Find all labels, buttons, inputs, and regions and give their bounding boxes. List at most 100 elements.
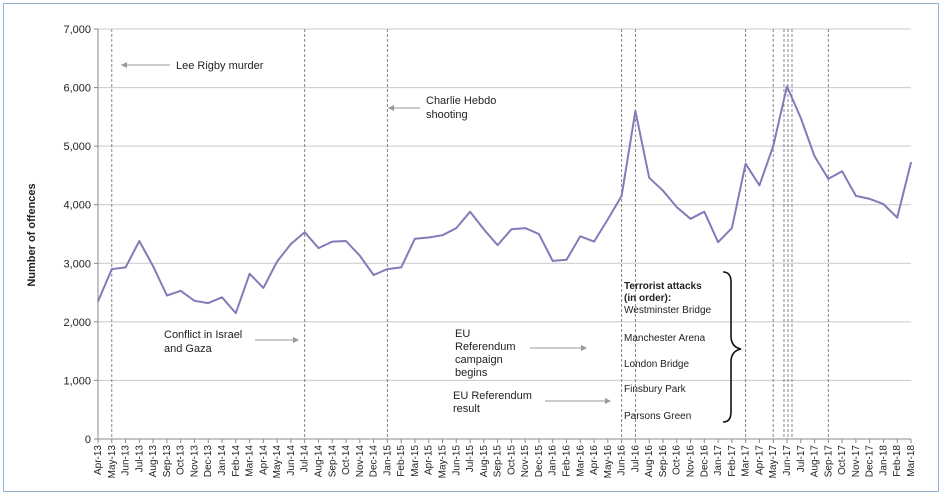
data-point-Jul-16 bbox=[634, 110, 637, 112]
attack-finsbury-park: Finsbury Park bbox=[624, 384, 687, 395]
x-tick-label-Nov-13: Nov-13 bbox=[189, 445, 200, 478]
data-point-Jan-18 bbox=[882, 203, 885, 205]
x-tick-label-Jan-17: Jan-17 bbox=[713, 445, 724, 476]
data-point-Sep-17 bbox=[827, 178, 830, 180]
campaign-arrowhead bbox=[581, 345, 587, 351]
data-point-Oct-16 bbox=[675, 206, 678, 208]
data-point-Mar-17 bbox=[744, 162, 747, 165]
x-tick-label-Jul-16: Jul-16 bbox=[630, 445, 641, 473]
x-tick-label-Jul-15: Jul-15 bbox=[465, 445, 476, 473]
y-tick-label-5000: 5,000 bbox=[63, 141, 91, 153]
hebdo-label-line1: Charlie Hebdo bbox=[426, 95, 496, 107]
attacks-title-line1: Terrorist attacks bbox=[624, 281, 702, 292]
campaign-label-line3: campaign bbox=[455, 354, 503, 366]
data-point-Feb-16 bbox=[565, 258, 568, 261]
gridlines bbox=[98, 28, 911, 440]
x-tick-label-Sep-15: Sep-15 bbox=[493, 445, 504, 478]
data-point-Jul-15 bbox=[469, 210, 471, 213]
rigby-arrowhead bbox=[121, 62, 127, 68]
x-tick-label-Aug-14: Aug-14 bbox=[313, 445, 324, 478]
campaign-label-line1: EU bbox=[455, 328, 470, 340]
rigby-label: Lee Rigby murder bbox=[176, 60, 264, 72]
data-point-Jan-16 bbox=[551, 260, 554, 262]
x-tick-label-May-14: May-14 bbox=[272, 445, 283, 479]
result-label-line1: EU Referendum bbox=[453, 390, 532, 402]
hebdo-label-line2: shooting bbox=[426, 109, 468, 121]
x-tick-label-Feb-15: Feb-15 bbox=[396, 445, 407, 477]
data-point-May-17 bbox=[772, 145, 775, 147]
x-tick-label-Feb-14: Feb-14 bbox=[231, 445, 242, 477]
data-point-Nov-15 bbox=[524, 227, 526, 229]
x-tick-label-Jul-17: Jul-17 bbox=[796, 445, 807, 473]
data-point-Jan-17 bbox=[717, 241, 719, 243]
data-point-Nov-17 bbox=[855, 195, 857, 197]
x-tick-label-Jun-16: Jun-16 bbox=[617, 445, 628, 476]
x-tick-label-Mar-14: Mar-14 bbox=[245, 445, 256, 477]
data-point-Jan-14 bbox=[221, 296, 223, 299]
x-tick-label-Oct-13: Oct-13 bbox=[176, 445, 187, 475]
x-tick-label-Jan-14: Jan-14 bbox=[217, 445, 228, 476]
x-tick-label-Jun-13: Jun-13 bbox=[121, 445, 132, 476]
x-tick-label-Mar-18: Mar-18 bbox=[906, 445, 917, 477]
x-tick-label-May-17: May-17 bbox=[768, 445, 779, 479]
data-point-Dec-15 bbox=[538, 233, 540, 235]
campaign-label-line2: Referendum bbox=[455, 341, 516, 353]
attack-manchester: Manchester Arena bbox=[624, 333, 706, 344]
data-point-Jun-16 bbox=[620, 195, 623, 197]
data-point-Oct-15 bbox=[510, 228, 513, 231]
x-tick-label-Jan-15: Jan-15 bbox=[382, 445, 393, 476]
data-point-Jun-14 bbox=[290, 243, 292, 245]
x-tick-label-Sep-14: Sep-14 bbox=[327, 445, 338, 478]
attacks-title-line2: (in order): bbox=[624, 293, 671, 304]
y-tick-label-3000: 3,000 bbox=[63, 258, 91, 270]
data-point-Mar-18 bbox=[910, 161, 912, 164]
y-tick-label-4000: 4,000 bbox=[63, 200, 91, 212]
x-tick-label-Nov-15: Nov-15 bbox=[520, 445, 531, 478]
x-tick-label-Oct-17: Oct-17 bbox=[837, 445, 848, 475]
x-tick-label-Apr-15: Apr-15 bbox=[424, 445, 435, 475]
series-group bbox=[97, 85, 912, 315]
x-tick-label-Sep-13: Sep-13 bbox=[162, 445, 173, 478]
x-tick-label-Oct-16: Oct-16 bbox=[672, 445, 683, 475]
data-point-Aug-16 bbox=[648, 176, 650, 179]
x-tick-label-May-15: May-15 bbox=[437, 445, 448, 479]
result-label-line2: result bbox=[453, 403, 480, 415]
x-tick-label-Mar-15: Mar-15 bbox=[410, 445, 421, 477]
conflict-label-line2: and Gaza bbox=[164, 343, 213, 355]
data-point-Jun-13 bbox=[124, 266, 127, 269]
x-tick-label-Apr-16: Apr-16 bbox=[589, 445, 600, 475]
chart-frame bbox=[3, 3, 939, 492]
x-tick-label-Aug-16: Aug-16 bbox=[644, 445, 655, 478]
y-tick-label-0: 0 bbox=[85, 434, 91, 446]
data-point-Dec-17 bbox=[868, 198, 871, 200]
data-point-Apr-17 bbox=[758, 184, 761, 187]
x-tick-label-Jun-15: Jun-15 bbox=[451, 445, 462, 476]
data-point-Sep-14 bbox=[331, 240, 334, 243]
x-tick-label-Feb-16: Feb-16 bbox=[562, 445, 573, 477]
data-point-Sep-16 bbox=[662, 189, 664, 192]
x-tick-label-Oct-14: Oct-14 bbox=[341, 445, 352, 475]
data-point-May-15 bbox=[441, 234, 444, 236]
x-tick-label-Aug-17: Aug-17 bbox=[810, 445, 821, 478]
x-tick-label-Apr-14: Apr-14 bbox=[258, 445, 269, 475]
campaign-label-line4: begins bbox=[455, 367, 488, 379]
x-tick-label-Mar-17: Mar-17 bbox=[741, 445, 752, 477]
data-point-Sep-13 bbox=[166, 294, 168, 297]
x-tick-label-May-13: May-13 bbox=[107, 445, 118, 479]
x-tick-label-Apr-13: Apr-13 bbox=[93, 445, 104, 475]
data-point-Mar-14 bbox=[248, 273, 251, 275]
conflict-arrowhead bbox=[293, 337, 299, 343]
data-point-Dec-13 bbox=[207, 302, 210, 304]
attack-westminster: Westminster Bridge bbox=[624, 305, 712, 316]
data-point-Oct-14 bbox=[345, 240, 347, 242]
data-point-Feb-15 bbox=[400, 266, 402, 269]
x-tick-label-Mar-16: Mar-16 bbox=[575, 445, 586, 477]
y-tick-label-7000: 7,000 bbox=[63, 24, 91, 36]
data-point-Jul-17 bbox=[799, 117, 802, 119]
x-tick-label-Aug-15: Aug-15 bbox=[479, 445, 490, 478]
y-tick-label-6000: 6,000 bbox=[63, 83, 91, 95]
x-tick-label-Sep-17: Sep-17 bbox=[823, 445, 834, 478]
data-point-Apr-13 bbox=[97, 300, 99, 303]
data-point-Nov-14 bbox=[359, 254, 361, 257]
